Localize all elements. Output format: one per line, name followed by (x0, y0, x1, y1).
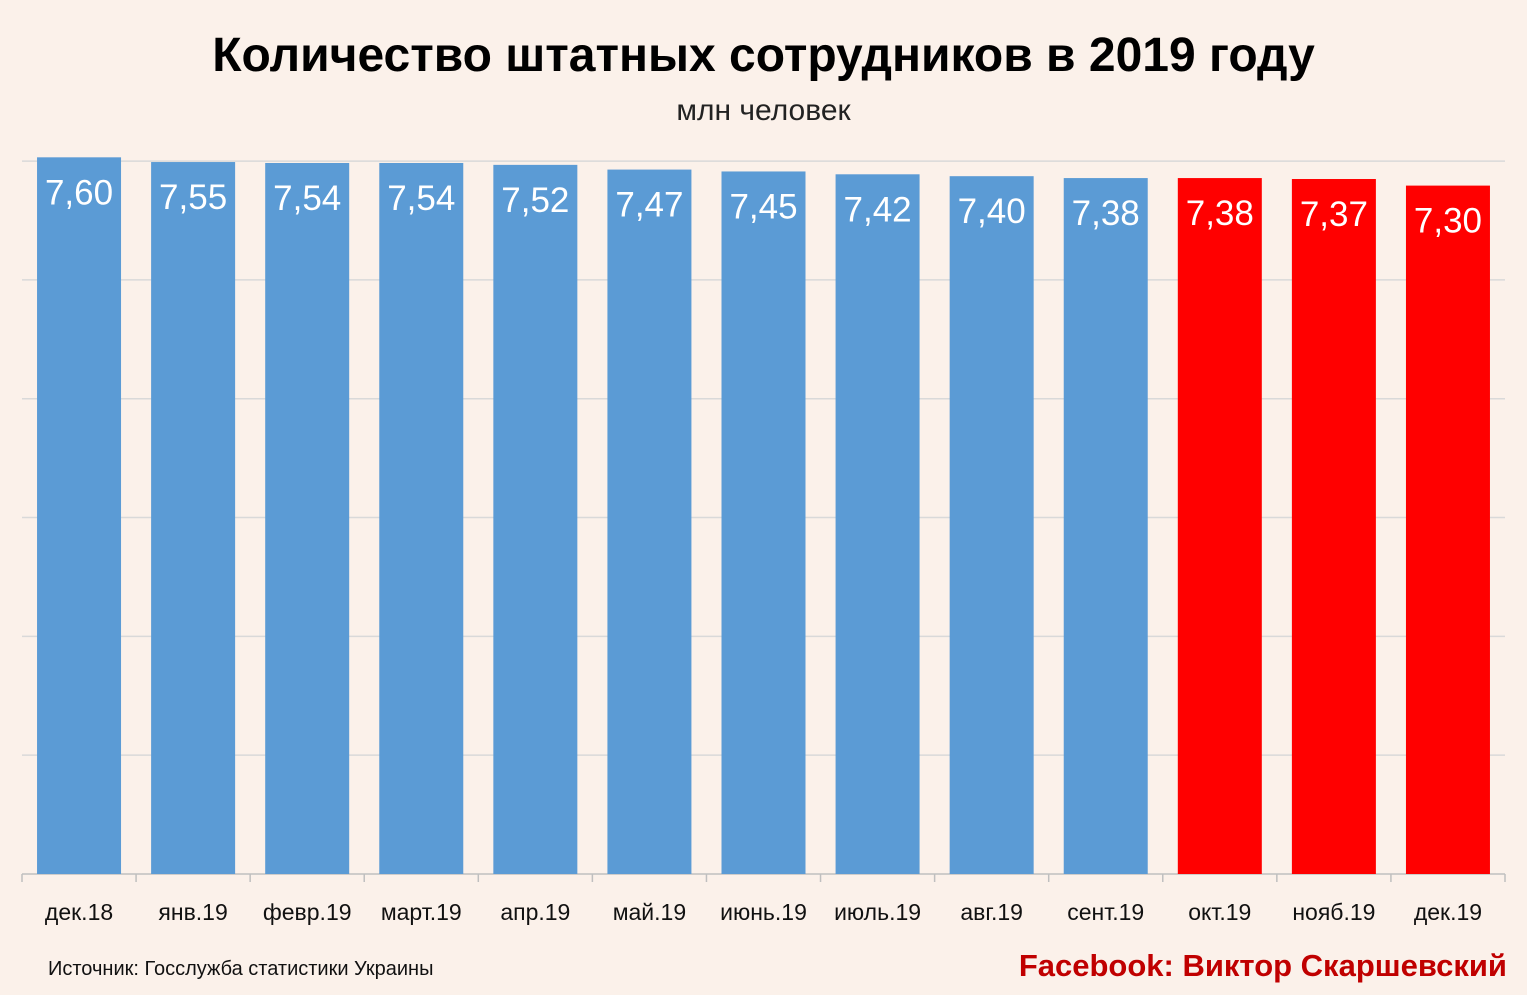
x-tick-label: окт.19 (1188, 899, 1251, 925)
x-tick-label: июнь.19 (720, 899, 807, 925)
data-label: 7,38 (1186, 194, 1254, 233)
x-tick-label: март.19 (381, 899, 462, 925)
x-tick-label: май.19 (613, 899, 686, 925)
bar (949, 176, 1034, 874)
data-label: 7,42 (844, 190, 912, 229)
data-label: 7,30 (1414, 202, 1482, 241)
bar (493, 164, 578, 874)
bar (1063, 178, 1148, 875)
data-label: 7,54 (273, 179, 341, 218)
x-tick-label: июль.19 (834, 899, 921, 925)
data-label: 7,40 (958, 192, 1026, 231)
chart-title: Количество штатных сотрудников в 2019 го… (212, 29, 1315, 82)
x-tick-label: янв.19 (158, 899, 227, 925)
data-label: 7,60 (45, 173, 113, 212)
bar (265, 162, 350, 874)
data-label: 7,47 (615, 186, 683, 225)
source-note: Источник: Госслужба статистики Украины (48, 958, 434, 980)
x-tick-label: дек.18 (45, 899, 113, 925)
bar (607, 169, 692, 875)
data-label: 7,52 (501, 181, 569, 220)
x-tick-label: дек.19 (1414, 899, 1482, 925)
author-credit: Facebook: Виктор Скаршевский (1018, 948, 1507, 983)
bar (379, 162, 464, 874)
bar (721, 171, 806, 875)
bar (835, 174, 920, 874)
x-tick-label: апр.19 (500, 899, 570, 925)
bar (1291, 179, 1376, 874)
data-label: 7,37 (1300, 195, 1368, 234)
bar (151, 162, 236, 874)
bar (1405, 185, 1490, 875)
data-label: 7,38 (1072, 194, 1140, 233)
x-tick-label: авг.19 (960, 899, 1023, 925)
x-tick-label: февр.19 (263, 899, 352, 925)
x-tick-label: сент.19 (1067, 899, 1144, 925)
chart-subtitle: млн человек (676, 94, 851, 127)
data-label: 7,54 (387, 179, 455, 218)
bar (37, 157, 122, 874)
x-tick-label: нояб.19 (1292, 899, 1375, 925)
data-label: 7,55 (159, 178, 227, 217)
data-label: 7,45 (729, 187, 797, 226)
bar (1177, 178, 1262, 875)
